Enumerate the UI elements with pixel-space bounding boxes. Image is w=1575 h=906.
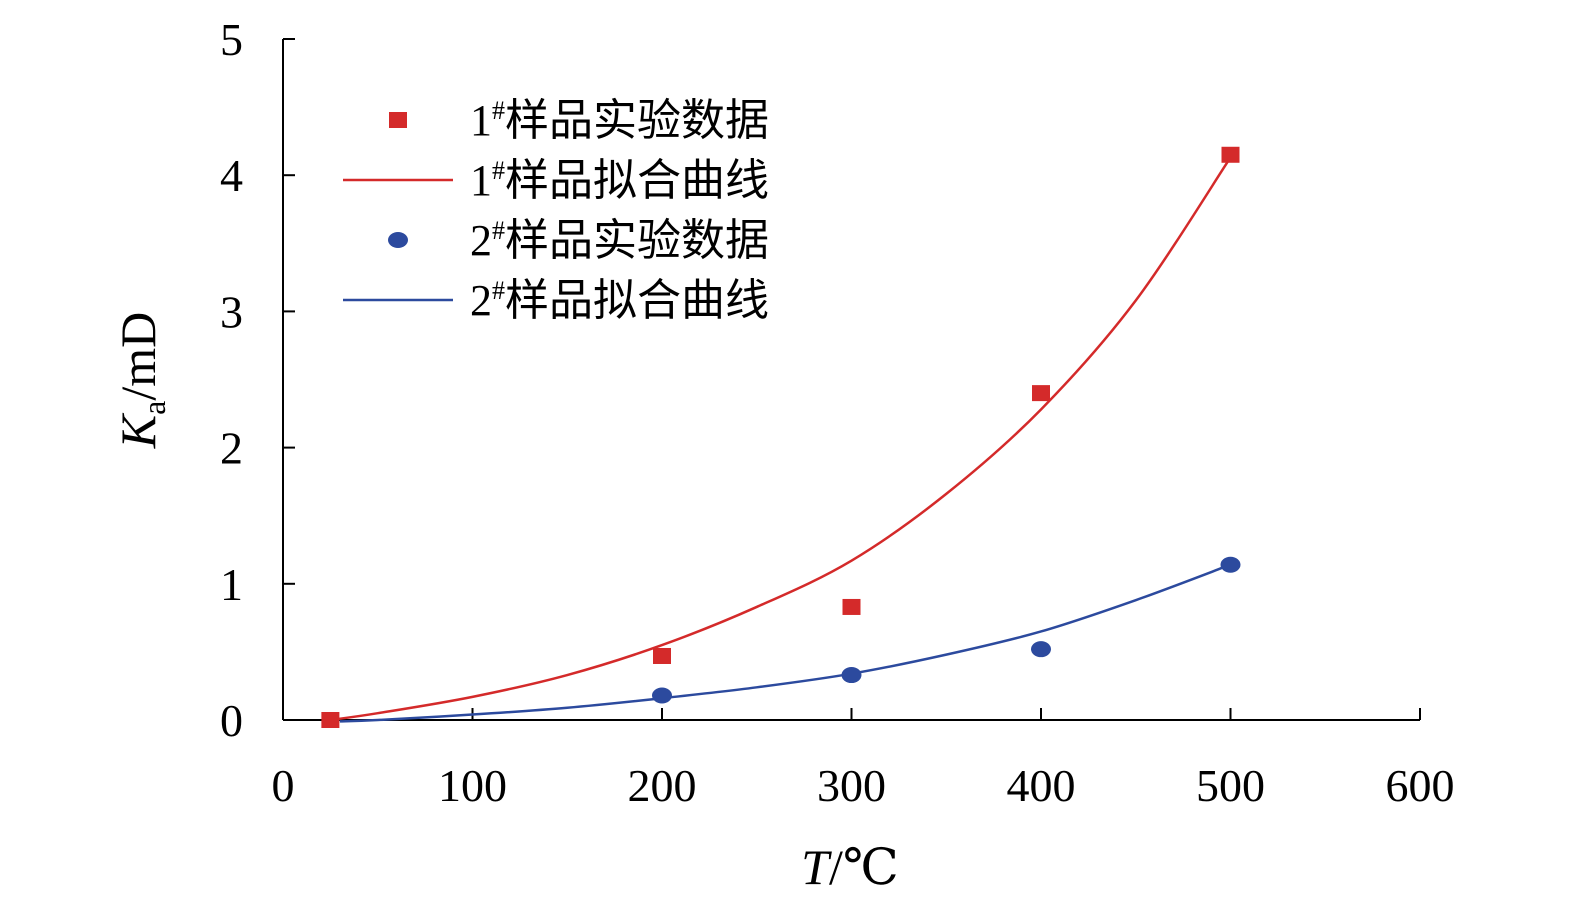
y-tick-label: 3 <box>220 286 243 337</box>
y-tick-label: 0 <box>220 695 243 746</box>
y-axis-title-sub: a <box>136 401 172 415</box>
data-point-square <box>1032 385 1050 402</box>
data-point-circle <box>652 687 672 704</box>
data-point-circle <box>1220 556 1241 573</box>
legend-label: 2#样品实验数据 <box>470 216 769 265</box>
series-line-2 <box>330 156 1232 722</box>
x-tick-label: 500 <box>1196 760 1265 811</box>
series-line-4 <box>339 563 1231 723</box>
x-tick-label: 400 <box>1007 760 1076 811</box>
y-tick-label: 4 <box>220 150 243 201</box>
data-point-square <box>842 598 861 615</box>
x-tick-label: 200 <box>628 760 697 811</box>
legend-label: 2#样品拟合曲线 <box>470 276 769 325</box>
ticks: 0 100 200 300 400 500 600 0 1 2 3 4 5 <box>220 14 1455 811</box>
legend-square-swatch <box>389 112 407 128</box>
y-tick-label: 1 <box>220 559 243 610</box>
x-axis-title-var: T <box>801 839 832 895</box>
data-point-circle <box>841 667 862 684</box>
legend-circle-swatch <box>388 232 408 248</box>
y-tick-label: 5 <box>220 14 243 65</box>
data-point-square <box>1221 146 1240 163</box>
series-points <box>321 146 1241 728</box>
y-tick-label: 2 <box>220 423 243 474</box>
series-lines <box>330 156 1232 723</box>
legend-label: 1#样品拟合曲线 <box>470 156 769 205</box>
legend: 1#样品实验数据 1#样品拟合曲线 2#样品实验数据 2#样品拟合曲线 <box>343 96 769 325</box>
x-axis-title: T/℃ <box>801 839 899 895</box>
legend-label: 1#样品实验数据 <box>470 96 769 145</box>
axes <box>282 39 1420 721</box>
y-axis-title-var: K <box>110 412 166 449</box>
y-axis-title-unit: /mD <box>110 312 166 401</box>
x-tick-label: 600 <box>1386 760 1455 811</box>
data-point-square <box>653 647 671 664</box>
x-tick-label: 0 <box>272 760 295 811</box>
data-point-circle <box>1031 641 1051 658</box>
data-point-square <box>321 712 340 728</box>
x-tick-label: 300 <box>817 760 886 811</box>
y-axis-title: Ka/mD <box>110 312 172 449</box>
x-tick-label: 100 <box>438 760 507 811</box>
x-axis-title-unit: /℃ <box>829 839 899 895</box>
